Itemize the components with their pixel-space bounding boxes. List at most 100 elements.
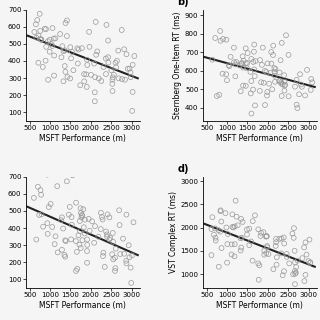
Point bbox=[286, 94, 291, 99]
Point bbox=[224, 72, 229, 77]
Point bbox=[243, 60, 248, 66]
Point bbox=[262, 252, 267, 257]
Point bbox=[278, 78, 283, 84]
Point bbox=[257, 263, 262, 268]
Point bbox=[110, 239, 116, 244]
Point bbox=[82, 71, 87, 76]
Point bbox=[124, 261, 129, 266]
Point bbox=[241, 83, 246, 88]
Point bbox=[128, 265, 133, 270]
Point bbox=[62, 252, 67, 258]
Point bbox=[130, 89, 135, 94]
Point bbox=[302, 93, 308, 98]
Point bbox=[109, 252, 115, 257]
Point bbox=[292, 268, 298, 274]
Text: d): d) bbox=[178, 164, 189, 174]
X-axis label: MSFT Performance (m): MSFT Performance (m) bbox=[216, 301, 303, 310]
Point bbox=[268, 70, 273, 75]
Point bbox=[50, 0, 55, 5]
Point bbox=[238, 236, 243, 241]
Point bbox=[265, 245, 270, 250]
Point bbox=[90, 219, 95, 224]
Point bbox=[68, 56, 74, 61]
Point bbox=[225, 231, 230, 236]
Point bbox=[273, 67, 278, 72]
Point bbox=[244, 66, 250, 71]
Point bbox=[84, 249, 90, 254]
Point bbox=[232, 254, 237, 259]
Point bbox=[252, 74, 257, 79]
Point bbox=[111, 72, 116, 77]
Point bbox=[234, 214, 239, 219]
Point bbox=[241, 58, 246, 63]
Point bbox=[274, 255, 279, 260]
Point bbox=[103, 56, 108, 61]
Point bbox=[243, 83, 248, 88]
Point bbox=[262, 248, 267, 253]
Point bbox=[117, 222, 122, 228]
Point bbox=[46, 204, 51, 210]
Point bbox=[44, 44, 49, 49]
Point bbox=[247, 243, 252, 248]
Point bbox=[253, 59, 258, 64]
Point bbox=[122, 251, 127, 256]
Point bbox=[70, 173, 75, 178]
Point bbox=[130, 253, 135, 258]
Point bbox=[284, 252, 289, 257]
Point bbox=[308, 260, 313, 265]
Point bbox=[282, 241, 287, 246]
Point bbox=[292, 260, 298, 265]
Point bbox=[234, 60, 239, 65]
Point bbox=[250, 258, 255, 263]
Point bbox=[281, 235, 286, 240]
Point bbox=[220, 36, 226, 42]
Point bbox=[35, 18, 40, 23]
Point bbox=[251, 49, 256, 54]
Point bbox=[264, 234, 269, 239]
Point bbox=[62, 63, 67, 68]
Point bbox=[85, 242, 90, 247]
Point bbox=[39, 212, 44, 217]
Point bbox=[264, 251, 269, 256]
Point bbox=[108, 236, 113, 241]
Point bbox=[297, 307, 302, 312]
Point bbox=[213, 36, 218, 41]
Point bbox=[48, 202, 53, 207]
Point bbox=[58, 31, 63, 36]
Point bbox=[239, 61, 244, 66]
Point bbox=[96, 234, 101, 239]
Point bbox=[213, 238, 218, 243]
Point bbox=[76, 233, 81, 238]
Point bbox=[265, 89, 270, 94]
Point bbox=[32, 29, 37, 35]
Point bbox=[110, 89, 115, 94]
Point bbox=[129, 280, 134, 285]
Point bbox=[239, 245, 244, 250]
Point bbox=[50, 224, 55, 229]
Point bbox=[269, 50, 274, 55]
Point bbox=[271, 43, 276, 48]
Point bbox=[116, 76, 121, 81]
Point bbox=[102, 264, 107, 269]
Point bbox=[308, 87, 313, 92]
Point bbox=[264, 234, 269, 239]
Point bbox=[53, 234, 58, 239]
X-axis label: MSFT Performance (m): MSFT Performance (m) bbox=[216, 134, 303, 143]
Point bbox=[280, 273, 285, 278]
Point bbox=[291, 272, 296, 277]
Point bbox=[232, 242, 237, 247]
Point bbox=[292, 226, 297, 231]
Point bbox=[113, 266, 118, 271]
Point bbox=[84, 237, 90, 242]
Point bbox=[261, 80, 266, 85]
Point bbox=[277, 236, 282, 242]
Point bbox=[61, 49, 66, 54]
Point bbox=[92, 61, 97, 66]
Point bbox=[214, 93, 220, 99]
Point bbox=[287, 261, 292, 266]
Point bbox=[71, 68, 76, 73]
Point bbox=[39, 37, 44, 43]
Point bbox=[74, 200, 79, 205]
Point bbox=[65, 74, 70, 79]
Point bbox=[256, 261, 261, 266]
